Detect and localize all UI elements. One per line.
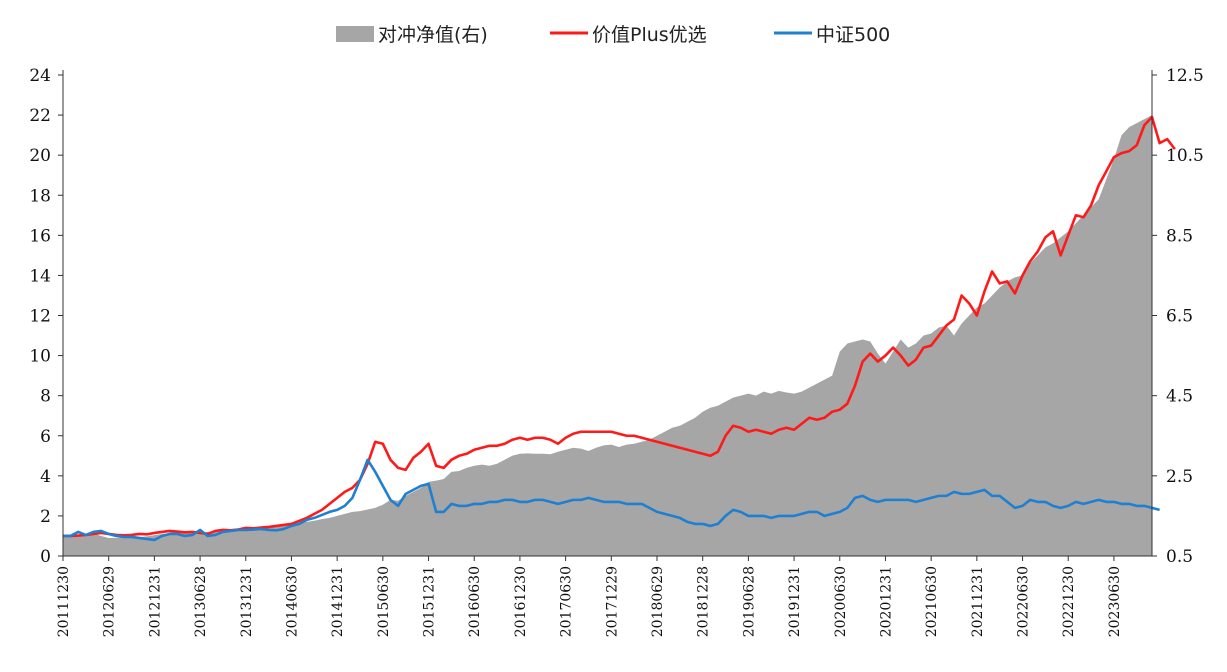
left-tick-label: 22 — [29, 106, 51, 126]
left-tick-label: 24 — [29, 66, 51, 86]
left-tick-label: 12 — [29, 307, 51, 327]
x-tick-label: 20221230 — [1061, 566, 1077, 637]
x-tick-label: 20141231 — [330, 566, 346, 637]
legend-swatch-hedge — [336, 26, 374, 42]
x-tick-label: 20131231 — [239, 566, 255, 637]
x-tick-label: 20161230 — [513, 566, 529, 637]
legend: 对冲净值(右) 价值Plus优选 中证500 — [336, 24, 890, 46]
x-tick-label: 20210630 — [924, 566, 940, 637]
left-tick-label: 6 — [40, 427, 51, 447]
right-tick-label: 0.5 — [1166, 547, 1193, 567]
left-tick-label: 18 — [29, 186, 51, 206]
x-tick-label: 20211231 — [970, 566, 986, 637]
x-tick-label: 20201231 — [878, 566, 894, 637]
x-tick-label: 20181228 — [696, 566, 712, 637]
left-tick-label: 10 — [29, 347, 51, 367]
left-tick-label: 0 — [40, 547, 51, 567]
x-tick-label: 20200630 — [833, 566, 849, 637]
left-tick-label: 2 — [40, 507, 51, 527]
left-tick-label: 20 — [29, 146, 51, 166]
series-line-csi — [63, 458, 1160, 542]
legend-label-hedge: 对冲净值(右) — [378, 24, 488, 46]
x-tick-label: 20180629 — [650, 566, 666, 637]
x-tick-label: 20151231 — [422, 566, 438, 637]
x-tick-label: 20140630 — [284, 566, 300, 637]
x-tick-label: 20171229 — [604, 566, 620, 637]
x-tick-label: 20160630 — [467, 566, 483, 637]
left-tick-label: 4 — [40, 467, 51, 487]
series-area-hedge — [63, 115, 1152, 556]
x-tick-label: 20170630 — [559, 566, 575, 637]
right-tick-label: 6.5 — [1166, 307, 1193, 327]
right-tick-label: 8.5 — [1166, 226, 1193, 246]
x-tick-label: 20130628 — [193, 566, 209, 637]
plot-area: 0246810121416182022240.52.54.56.58.510.5… — [29, 66, 1204, 637]
right-tick-label: 12.5 — [1166, 66, 1204, 86]
right-tick-label: 10.5 — [1166, 146, 1204, 166]
x-tick-label: 20111230 — [56, 566, 72, 637]
x-tick-label: 20191231 — [787, 566, 803, 637]
x-tick-label: 20230630 — [1107, 566, 1123, 637]
x-tick-label: 20120629 — [102, 566, 118, 637]
series-line-value — [63, 115, 1176, 538]
left-tick-label: 16 — [29, 226, 51, 246]
left-tick-label: 14 — [29, 266, 51, 286]
x-tick-label: 20121231 — [147, 566, 163, 637]
legend-label-csi: 中证500 — [816, 24, 890, 46]
left-tick-label: 8 — [40, 387, 51, 407]
x-tick-label: 20190628 — [741, 566, 757, 637]
x-tick-label: 20220630 — [1016, 566, 1032, 637]
legend-label-value: 价值Plus优选 — [592, 24, 707, 46]
x-tick-label: 20150630 — [376, 566, 392, 637]
right-tick-label: 2.5 — [1166, 467, 1193, 487]
right-tick-label: 4.5 — [1166, 387, 1193, 407]
